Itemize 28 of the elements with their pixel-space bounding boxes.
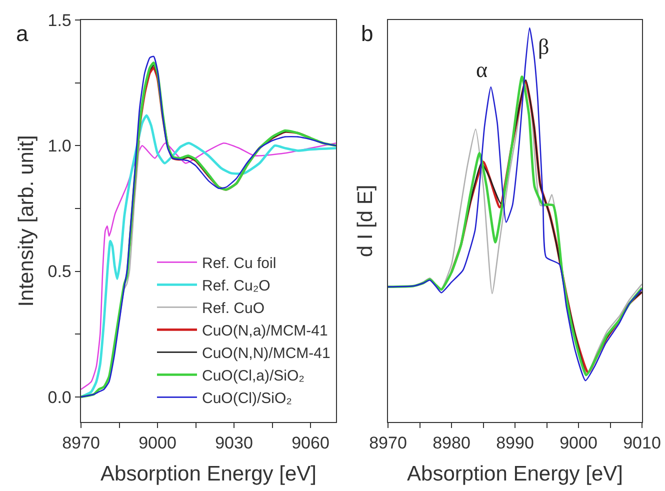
y-tick-label: 0.5 (48, 262, 72, 282)
x-tick-label: 9000 (560, 434, 598, 453)
x-tick-label: 8990 (496, 434, 534, 453)
chart-title: a (16, 21, 29, 46)
x-tick-label: 9010 (623, 434, 661, 453)
x-tick-label: 9030 (215, 434, 253, 453)
x-tick-label: 8970 (62, 434, 100, 453)
x-axis-title: Absorption Energy [eV] (100, 462, 316, 486)
y-axis-title: Intensity [arb. unit] (15, 135, 38, 307)
x-tick-label: 9060 (292, 434, 330, 453)
x-tick-label: 8970 (369, 434, 407, 453)
legend-label: Ref. Cu foil (202, 255, 276, 272)
legend-label: CuO(Cl)/SiO₂ (202, 390, 292, 408)
legend-label: CuO(Cl,a)/SiO₂ (202, 368, 305, 385)
y-tick-label: 0.0 (48, 388, 72, 407)
chart-title: b (361, 21, 374, 46)
y-tick-label: 1.5 (48, 10, 72, 30)
legend-label: Ref. CuO (202, 300, 265, 318)
y-axis-title: d I [d E] (354, 184, 378, 258)
x-tick-label: 8980 (432, 434, 470, 453)
y-tick-label: 1.0 (48, 136, 72, 156)
legend-label: CuO(N,N)/MCM-41 (202, 345, 330, 362)
legend-label: Ref. Cu₂O (202, 278, 270, 295)
legend-label: CuO(N,a)/MCM-41 (202, 322, 328, 340)
annotation: β (538, 34, 550, 59)
x-tick-label: 9000 (138, 434, 176, 453)
annotation: α (476, 57, 488, 82)
x-axis-title: Absorption Energy [eV] (407, 462, 623, 486)
